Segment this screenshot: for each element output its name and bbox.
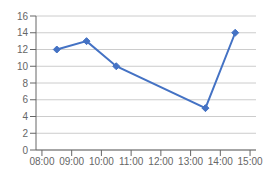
svg-text:08:00: 08:00 — [29, 156, 54, 167]
svg-text:15:00: 15:00 — [238, 156, 263, 167]
svg-text:4: 4 — [22, 111, 28, 122]
svg-text:2: 2 — [22, 128, 28, 139]
svg-text:10: 10 — [17, 61, 29, 72]
svg-text:12:00: 12:00 — [148, 156, 173, 167]
svg-text:10:00: 10:00 — [89, 156, 114, 167]
svg-text:12: 12 — [17, 44, 29, 55]
svg-text:14: 14 — [17, 27, 29, 38]
svg-text:13:00: 13:00 — [178, 156, 203, 167]
svg-text:0: 0 — [22, 145, 28, 156]
svg-text:09:00: 09:00 — [59, 156, 84, 167]
svg-text:11:00: 11:00 — [119, 156, 144, 167]
svg-text:14:00: 14:00 — [208, 156, 233, 167]
svg-text:16: 16 — [17, 11, 29, 22]
svg-text:8: 8 — [22, 78, 28, 89]
svg-text:6: 6 — [22, 94, 28, 105]
